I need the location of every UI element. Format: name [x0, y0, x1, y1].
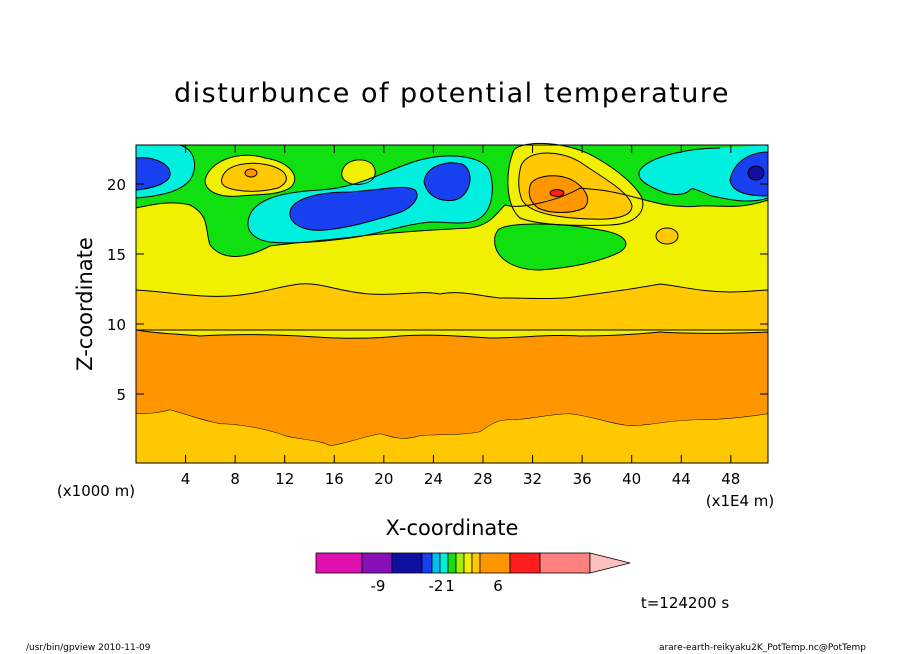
time-label: t=124200 s — [641, 594, 729, 612]
y-tick-label: 10 — [107, 316, 126, 334]
x-tick-label: 36 — [573, 470, 592, 488]
x-axis: 4 8 12 16 20 24 28 32 36 40 44 48 — [181, 145, 740, 488]
colorbar-swatch — [455, 552, 465, 574]
contour-fill-blue-mid — [289, 187, 418, 231]
x-tick-label: 8 — [230, 470, 240, 488]
x-tick-label: 40 — [622, 470, 641, 488]
colorbar-swatch — [315, 552, 363, 574]
colorbar-swatch — [471, 552, 481, 574]
colorbar-swatch — [463, 552, 473, 574]
colorbar-swatch — [361, 552, 393, 574]
plot-frame — [135, 144, 769, 464]
contour-fill-gold-lower-band — [136, 410, 768, 463]
x-axis-label: X-coordinate — [386, 516, 519, 540]
chart-title: disturbunce of potential temperature — [174, 78, 730, 109]
colorbar-swatch — [539, 552, 591, 574]
contour-fill-gold-upper-band — [135, 283, 769, 331]
contour-fill-gold-blob — [655, 227, 679, 245]
x-tick-label: 32 — [523, 470, 542, 488]
y-axis-unit: (x1000 m) — [57, 482, 135, 500]
contour-fill-green-lower — [494, 224, 626, 270]
colorbar-swatch — [439, 552, 449, 574]
contour-fill-gold-left — [221, 163, 287, 192]
x-tick-label: 24 — [424, 470, 443, 488]
x-axis-unit: (x1E4 m) — [706, 492, 775, 510]
colorbar-extend-arrow — [589, 552, 631, 574]
y-tick-label: 15 — [107, 246, 126, 264]
y-axis-label: Z-coordinate — [73, 237, 97, 371]
x-tick-label: 12 — [275, 470, 294, 488]
colorbar-label: -2 — [429, 577, 444, 595]
x-tick-label: 28 — [473, 470, 492, 488]
contour-fill-orange-left — [244, 168, 258, 178]
contour-fill-blue-mid2 — [424, 162, 471, 201]
contour-lines — [135, 142, 769, 271]
plot-area — [135, 142, 769, 464]
colorbar-swatch — [391, 552, 423, 574]
x-tick-label: 48 — [721, 470, 740, 488]
contour-fill-red-right — [549, 189, 565, 197]
contour-fill-yellow-small — [341, 159, 376, 185]
x-tick-label: 44 — [672, 470, 691, 488]
x-tick-label: 20 — [374, 470, 393, 488]
colorbar-swatch — [447, 552, 457, 574]
contour-fill-navy-right — [747, 165, 765, 181]
colorbar-swatch — [509, 552, 541, 574]
colorbar-swatch — [421, 552, 433, 574]
colorbar-swatch — [431, 552, 441, 574]
x-tick-label: 16 — [325, 470, 344, 488]
footer-right: arare-earth-reikyaku2K_PotTemp.nc@PotTem… — [659, 643, 866, 653]
colorbar: -9 -2 1 6 — [315, 552, 631, 595]
colorbar-label: 1 — [445, 577, 455, 595]
colorbar-label: -9 — [371, 577, 386, 595]
colorbar-label: 6 — [493, 577, 503, 595]
x-tick-label: 4 — [181, 470, 191, 488]
contour-fill-blue-left — [136, 157, 171, 190]
colorbar-swatch — [479, 552, 511, 574]
y-axis: 20 15 10 5 Z-coordinate (x1000 m) — [57, 176, 768, 500]
y-tick-label: 20 — [107, 176, 126, 194]
footer-left: /usr/bin/gpview 2010-11-09 — [26, 643, 151, 653]
y-tick-label: 5 — [116, 386, 126, 404]
